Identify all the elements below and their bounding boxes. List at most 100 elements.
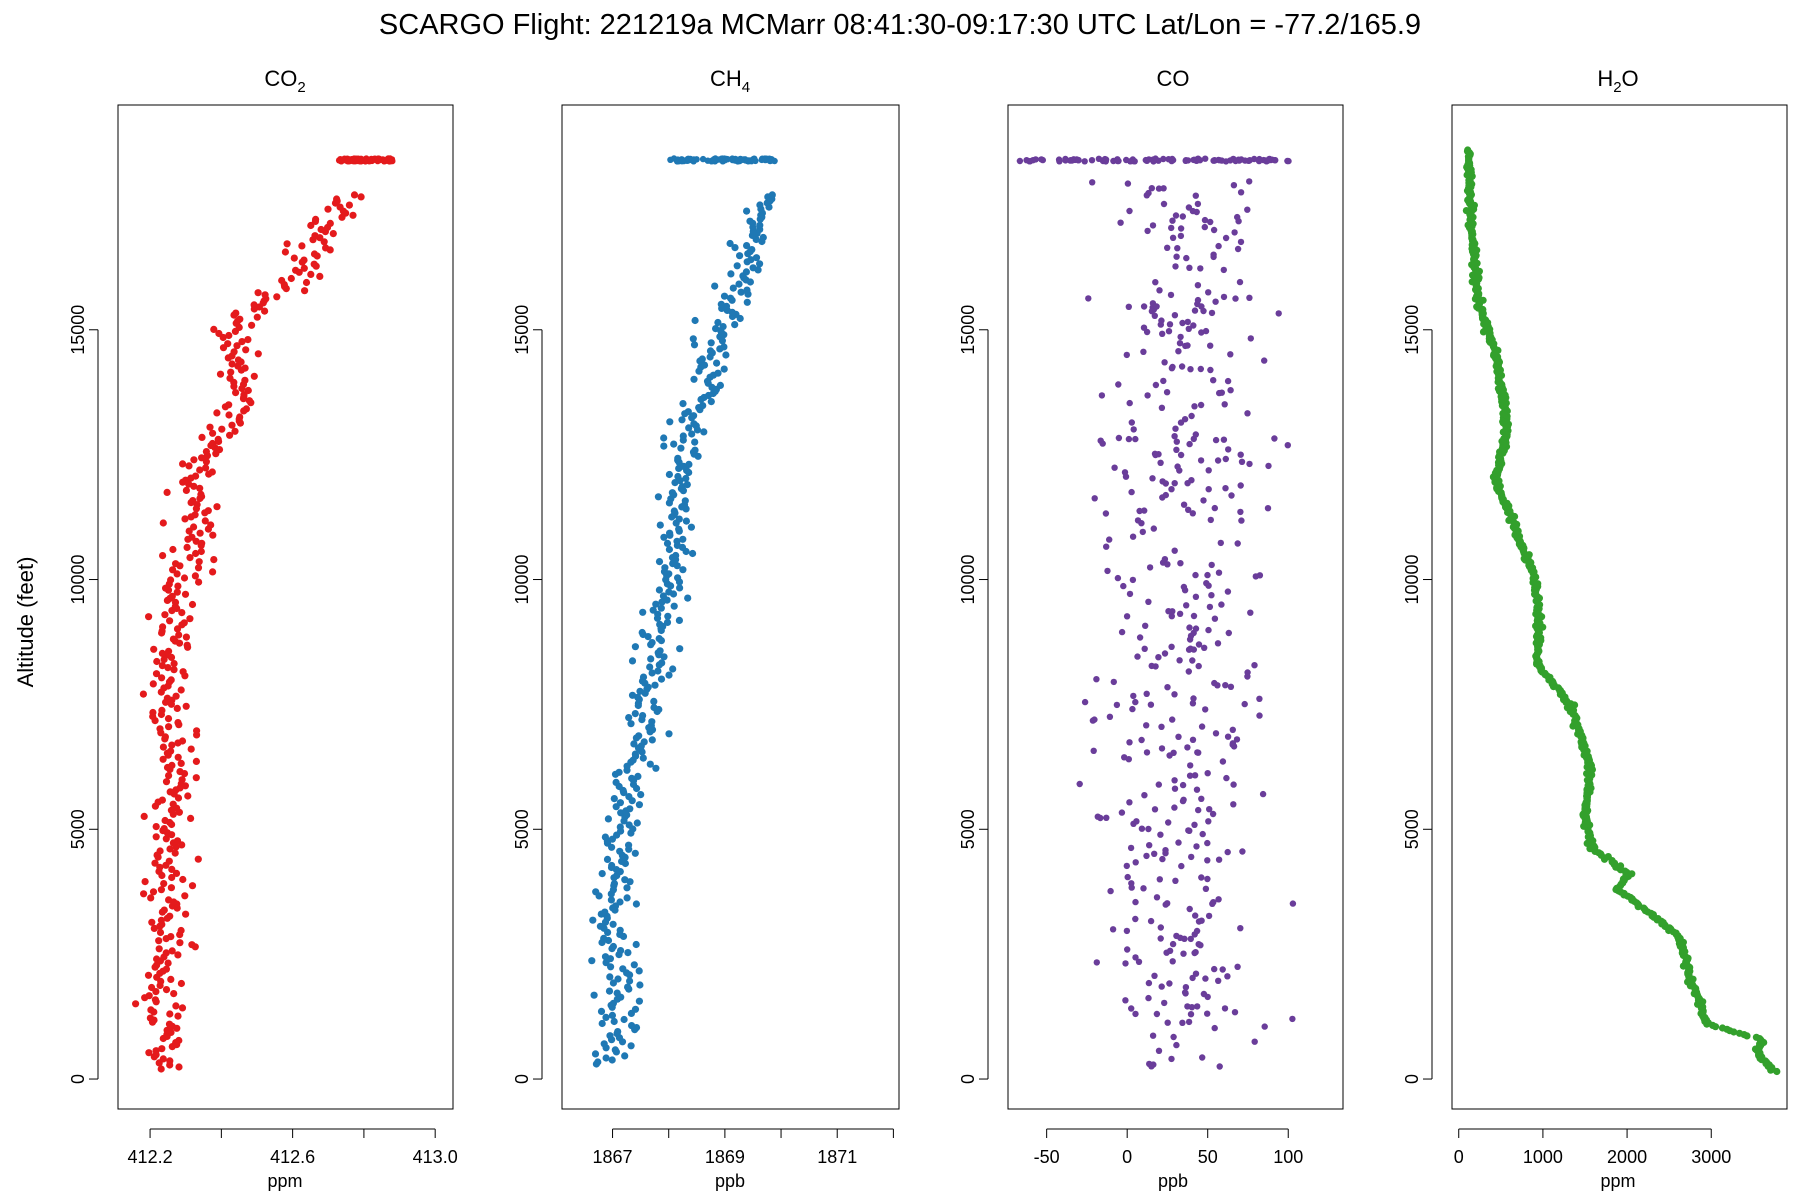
data-point [719,323,727,331]
data-point [652,764,660,772]
data-point [675,515,683,523]
data-point [1176,340,1184,347]
data-point [187,745,195,753]
data-point [1251,155,1258,163]
data-point [650,697,658,706]
data-point [710,156,718,163]
data-point [1208,309,1216,317]
data-point [1168,613,1176,620]
data-point [165,772,173,780]
data-point [202,448,210,456]
data-point [747,256,755,264]
data-point [1171,433,1178,440]
data-point [621,1052,629,1060]
plot-frame [561,104,900,1110]
data-point [1285,157,1292,165]
data-point [1148,185,1156,192]
data-point [1171,785,1179,792]
data-point [177,926,185,935]
data-point [1168,486,1175,493]
data-point [600,1040,608,1048]
data-point [612,778,620,787]
data-point [1180,501,1188,508]
data-point [1128,488,1135,496]
data-point [1202,706,1209,713]
data-point [1238,458,1246,465]
y-tick-label: 15000 [958,305,978,355]
data-point [182,486,190,494]
data-point [1138,825,1146,832]
data-point [1206,603,1214,611]
data-point [628,774,636,783]
y-tick-label: 5000 [512,809,532,849]
data-point [598,870,606,878]
data-point [714,369,722,377]
data-point [1219,966,1226,973]
data-point [1147,917,1155,925]
data-point [224,340,232,348]
y-tick-label: 5000 [958,809,978,849]
data-point [156,928,165,937]
data-point [1169,940,1177,948]
data-point [273,293,281,301]
data-point [1129,576,1137,584]
data-point [1135,958,1143,965]
data-point [1237,482,1244,489]
data-point [227,368,235,376]
data-point [210,325,218,333]
data-point [1224,377,1232,385]
data-point [226,431,234,439]
data-point [195,558,203,566]
data-point [1201,216,1209,224]
data-point [1103,543,1110,550]
data-point [1232,157,1239,165]
data-point [1145,598,1152,605]
data-point [1227,157,1234,164]
data-point [1202,155,1209,162]
data-point [1140,303,1148,310]
data-point [633,819,641,827]
data-point [1160,155,1167,163]
data-point [1039,156,1047,164]
data-point [310,260,318,268]
data-point [1159,478,1166,485]
data-point [1160,377,1167,385]
data-point [1174,463,1181,470]
data-point [156,863,164,871]
data-point [1158,723,1165,730]
data-point [1198,303,1205,310]
data-point [1125,303,1133,310]
data-point [1237,451,1244,458]
data-point [1261,1023,1268,1030]
data-point [707,398,715,406]
data-point [165,723,173,731]
data-point [202,464,210,472]
data-point [145,1049,153,1057]
data-point [375,155,382,162]
data-point [679,157,686,164]
data-point [148,983,156,992]
data-point [172,692,180,700]
data-point [158,649,166,658]
data-point [1251,662,1258,669]
data-point [208,468,216,476]
data-point [756,201,764,209]
data-point [357,193,365,201]
data-point [159,743,167,751]
data-point [1192,625,1200,632]
data-point [183,543,191,552]
data-point [1160,200,1168,208]
data-point [225,401,233,409]
data-point [196,484,204,492]
data-point [625,793,633,801]
data-point [1141,507,1148,514]
data-point [1151,850,1158,857]
data-point [1141,645,1148,652]
data-point [1139,528,1147,536]
data-point [1259,790,1267,798]
data-point [731,244,739,252]
data-point [1175,348,1182,355]
data-point [1157,935,1164,942]
data-point [140,812,148,821]
data-point [1145,825,1152,833]
